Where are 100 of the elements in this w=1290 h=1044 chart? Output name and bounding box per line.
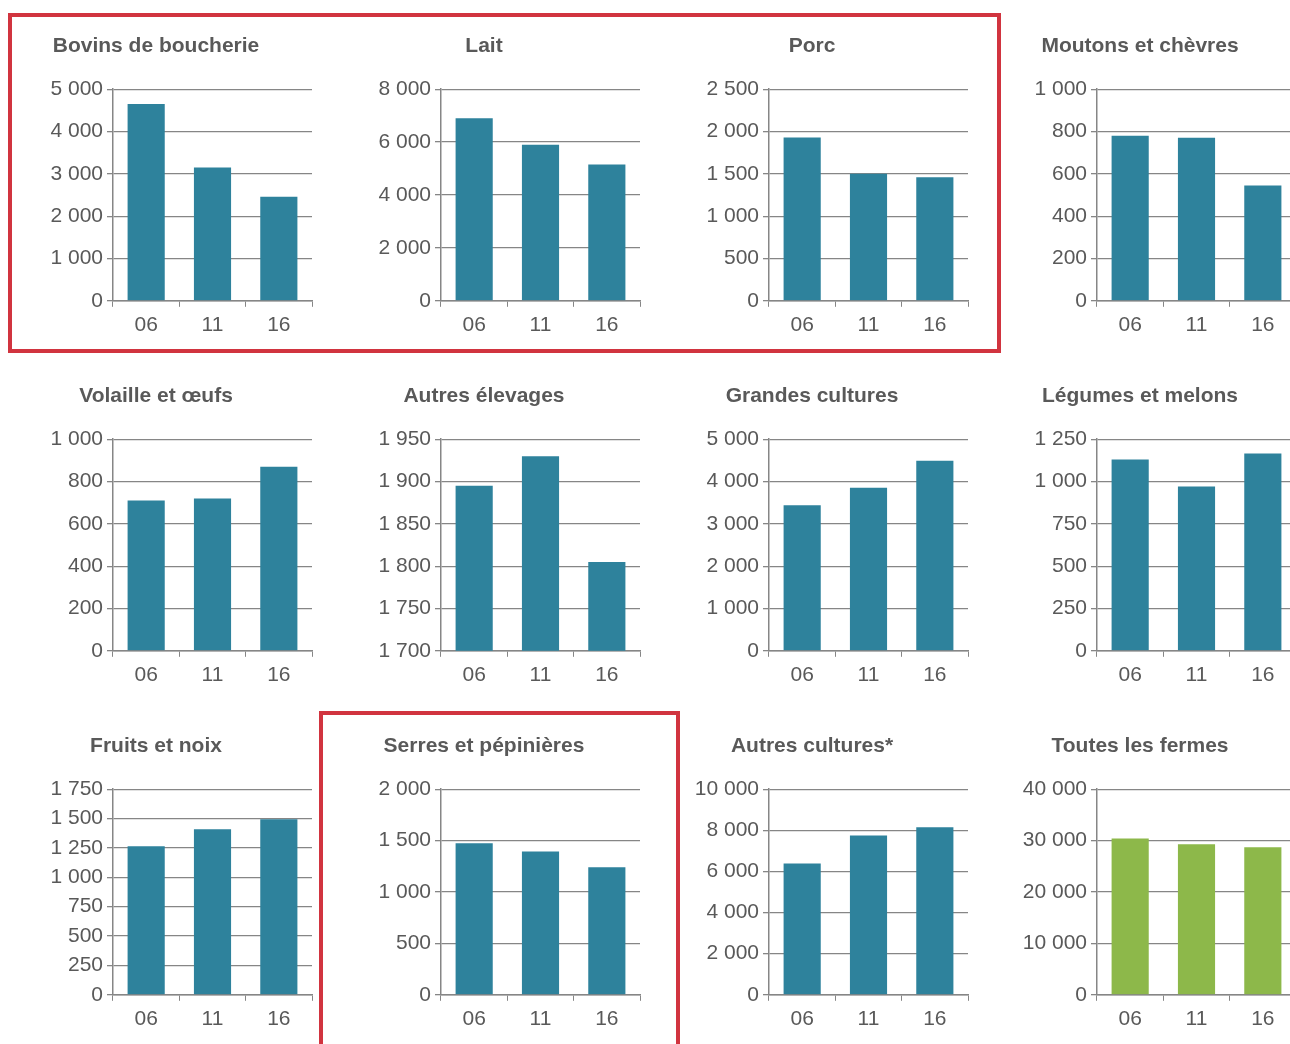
chart-title: Porc bbox=[788, 33, 836, 57]
y-tick-label: 0 bbox=[1075, 637, 1087, 661]
y-tick-label: 1 500 bbox=[378, 827, 431, 851]
x-tick-label: 16 bbox=[595, 662, 619, 686]
x-tick-label: 06 bbox=[462, 662, 486, 686]
bar bbox=[916, 177, 954, 301]
y-tick-label: 0 bbox=[747, 981, 759, 1005]
y-tick-label: 250 bbox=[1051, 595, 1087, 619]
y-tick-label: 1 800 bbox=[378, 552, 431, 576]
y-tick-label: 5 000 bbox=[706, 426, 759, 449]
x-tick-label: 16 bbox=[923, 1006, 947, 1030]
y-tick-label: 10 000 bbox=[694, 776, 759, 799]
y-tick-label: 4 000 bbox=[378, 181, 431, 205]
x-tick-label: 06 bbox=[790, 312, 814, 336]
y-tick-label: 1 850 bbox=[378, 510, 431, 534]
bar bbox=[849, 487, 888, 651]
bar bbox=[783, 863, 821, 995]
bar bbox=[521, 144, 560, 301]
y-tick-label: 2 000 bbox=[378, 776, 431, 799]
x-tick-label: 11 bbox=[1185, 312, 1208, 336]
bar bbox=[783, 505, 821, 651]
y-tick-label: 6 000 bbox=[378, 128, 431, 152]
y-tick-label: 1 000 bbox=[1034, 468, 1087, 492]
chart-title: Moutons et chèvres bbox=[1041, 33, 1239, 57]
y-tick-label: 500 bbox=[723, 245, 759, 269]
y-tick-label: 2 000 bbox=[706, 118, 759, 142]
y-tick-label: 3 000 bbox=[706, 510, 759, 534]
x-tick-label: 16 bbox=[1251, 662, 1275, 686]
bar bbox=[916, 827, 954, 995]
y-tick-label: 1 750 bbox=[378, 595, 431, 619]
y-tick-label: 400 bbox=[1051, 202, 1087, 226]
y-tick-label: 40 000 bbox=[1022, 776, 1087, 799]
x-tick-label: 16 bbox=[923, 662, 947, 686]
y-tick-label: 1 000 bbox=[50, 245, 103, 269]
bar bbox=[455, 118, 493, 301]
bar bbox=[916, 460, 954, 651]
y-tick-label: 20 000 bbox=[1022, 878, 1087, 902]
y-tick-label: 0 bbox=[1075, 981, 1087, 1005]
y-tick-label: 0 bbox=[91, 981, 103, 1005]
y-tick-label: 1 250 bbox=[1034, 426, 1087, 449]
chart-title: Lait bbox=[465, 33, 503, 57]
x-tick-label: 06 bbox=[1118, 662, 1142, 686]
y-tick-label: 30 000 bbox=[1022, 827, 1087, 851]
bar bbox=[1177, 486, 1216, 651]
chart-title: Volaille et œufs bbox=[79, 383, 233, 407]
x-tick-label: 11 bbox=[857, 1006, 880, 1030]
chart-title: Légumes et melons bbox=[1041, 383, 1239, 407]
y-tick-label: 4 000 bbox=[706, 468, 759, 492]
x-tick-label: 06 bbox=[134, 1006, 158, 1030]
x-tick-label: 16 bbox=[267, 1006, 291, 1030]
bar bbox=[260, 196, 298, 301]
x-tick-label: 16 bbox=[267, 662, 291, 686]
bar bbox=[260, 466, 298, 651]
bar bbox=[1244, 185, 1282, 301]
y-tick-label: 0 bbox=[91, 637, 103, 661]
y-tick-label: 3 000 bbox=[50, 160, 103, 184]
y-tick-label: 500 bbox=[1051, 552, 1087, 576]
chart-title: Serres et pépinières bbox=[383, 733, 585, 757]
y-tick-label: 1 900 bbox=[378, 468, 431, 492]
x-tick-label: 11 bbox=[529, 1006, 552, 1030]
x-tick-label: 11 bbox=[857, 662, 880, 686]
bar bbox=[521, 851, 560, 995]
bar bbox=[783, 137, 821, 301]
x-tick-label: 16 bbox=[1251, 312, 1275, 336]
y-tick-label: 1 950 bbox=[378, 426, 431, 449]
bar bbox=[1111, 459, 1149, 651]
x-tick-label: 06 bbox=[1118, 312, 1142, 336]
x-tick-label: 11 bbox=[201, 312, 224, 336]
y-tick-label: 6 000 bbox=[706, 858, 759, 882]
y-tick-label: 1 000 bbox=[706, 202, 759, 226]
x-tick-label: 11 bbox=[201, 662, 224, 686]
y-tick-label: 2 500 bbox=[706, 76, 759, 99]
y-tick-label: 2 000 bbox=[706, 552, 759, 576]
bar bbox=[1177, 137, 1216, 301]
y-tick-label: 1 750 bbox=[50, 776, 103, 799]
y-tick-label: 4 000 bbox=[50, 118, 103, 142]
x-tick-label: 06 bbox=[462, 1006, 486, 1030]
x-tick-label: 06 bbox=[1118, 1006, 1142, 1030]
bar bbox=[849, 173, 888, 301]
y-tick-label: 400 bbox=[67, 552, 103, 576]
y-tick-label: 250 bbox=[67, 952, 103, 976]
x-tick-label: 16 bbox=[595, 312, 619, 336]
x-tick-label: 16 bbox=[595, 1006, 619, 1030]
bar bbox=[588, 164, 626, 301]
y-tick-label: 8 000 bbox=[378, 76, 431, 99]
chart-title: Autres élevages bbox=[403, 383, 565, 407]
x-tick-label: 06 bbox=[462, 312, 486, 336]
y-tick-label: 1 000 bbox=[50, 426, 103, 449]
y-tick-label: 600 bbox=[1051, 160, 1087, 184]
y-tick-label: 1 500 bbox=[706, 160, 759, 184]
bar bbox=[193, 498, 232, 651]
bar bbox=[127, 104, 165, 301]
y-tick-label: 2 000 bbox=[706, 940, 759, 964]
y-tick-label: 5 000 bbox=[50, 76, 103, 99]
y-tick-label: 1 000 bbox=[50, 864, 103, 888]
x-tick-label: 11 bbox=[529, 312, 552, 336]
bar bbox=[1244, 453, 1282, 651]
y-tick-label: 1 000 bbox=[378, 878, 431, 902]
bar bbox=[260, 819, 298, 995]
bar bbox=[127, 846, 165, 995]
